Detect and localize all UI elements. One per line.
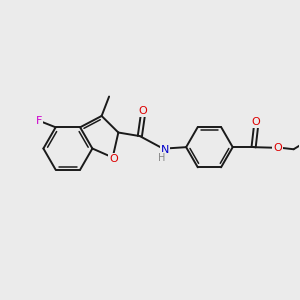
Text: O: O [109,154,118,164]
Text: N: N [160,145,169,155]
Text: O: O [139,106,147,116]
Text: O: O [252,117,260,127]
Text: F: F [36,116,42,126]
Text: O: O [273,143,282,153]
Text: H: H [158,153,165,163]
